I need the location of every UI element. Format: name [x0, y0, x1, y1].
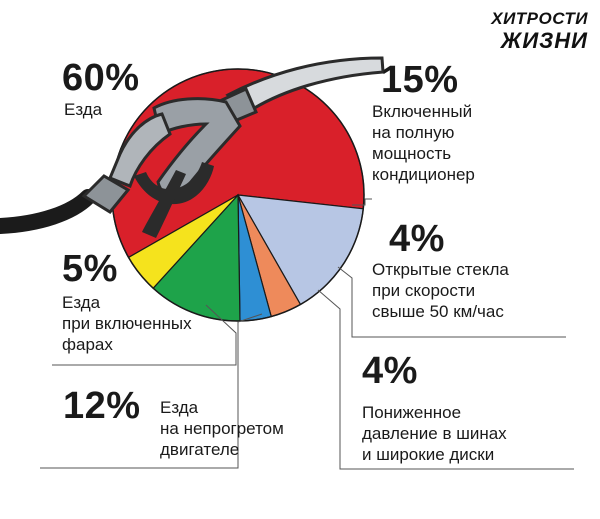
label-4-windows: Открытые стекла при скорости свыше 50 км…: [372, 260, 509, 321]
label-15: Включенный на полную мощность кондиционе…: [372, 102, 475, 184]
leader-line-15: [352, 198, 372, 206]
pct-4-tires: 4%: [362, 350, 418, 392]
label-5: Езда при включенных фарах: [62, 293, 192, 354]
fuel-hose: [0, 189, 96, 234]
brand-line-2: ЖИЗНИ: [500, 28, 588, 53]
nozzle-trigger-guard: [134, 162, 214, 205]
leader-line-12: [40, 313, 263, 469]
leader-lines: [40, 198, 574, 470]
leader-line-4-tires: [317, 289, 574, 470]
label-12: Езда на непрогретом двигателе: [160, 398, 284, 459]
pct-12: 12%: [63, 385, 141, 427]
pct-5: 5%: [62, 248, 118, 290]
fuel-nozzle-icon: [0, 56, 385, 238]
pct-15: 15%: [381, 59, 459, 101]
nozzle-grip: [108, 112, 172, 188]
brand-logo: ХИТРОСТИ ЖИЗНИ: [491, 8, 588, 52]
pct-60: 60%: [62, 57, 140, 99]
brand-line-1: ХИТРОСТИ: [491, 9, 588, 28]
nozzle-spout: [225, 56, 385, 114]
nozzle-base: [81, 174, 131, 214]
leader-line-5: [52, 304, 237, 366]
pct-4-windows: 4%: [389, 218, 445, 260]
nozzle-lever: [142, 170, 186, 238]
label-60: Езда: [64, 100, 103, 119]
leader-line-4-windows: [337, 266, 566, 338]
label-4-tires: Пониженное давление в шинах и широкие ди…: [362, 403, 507, 464]
